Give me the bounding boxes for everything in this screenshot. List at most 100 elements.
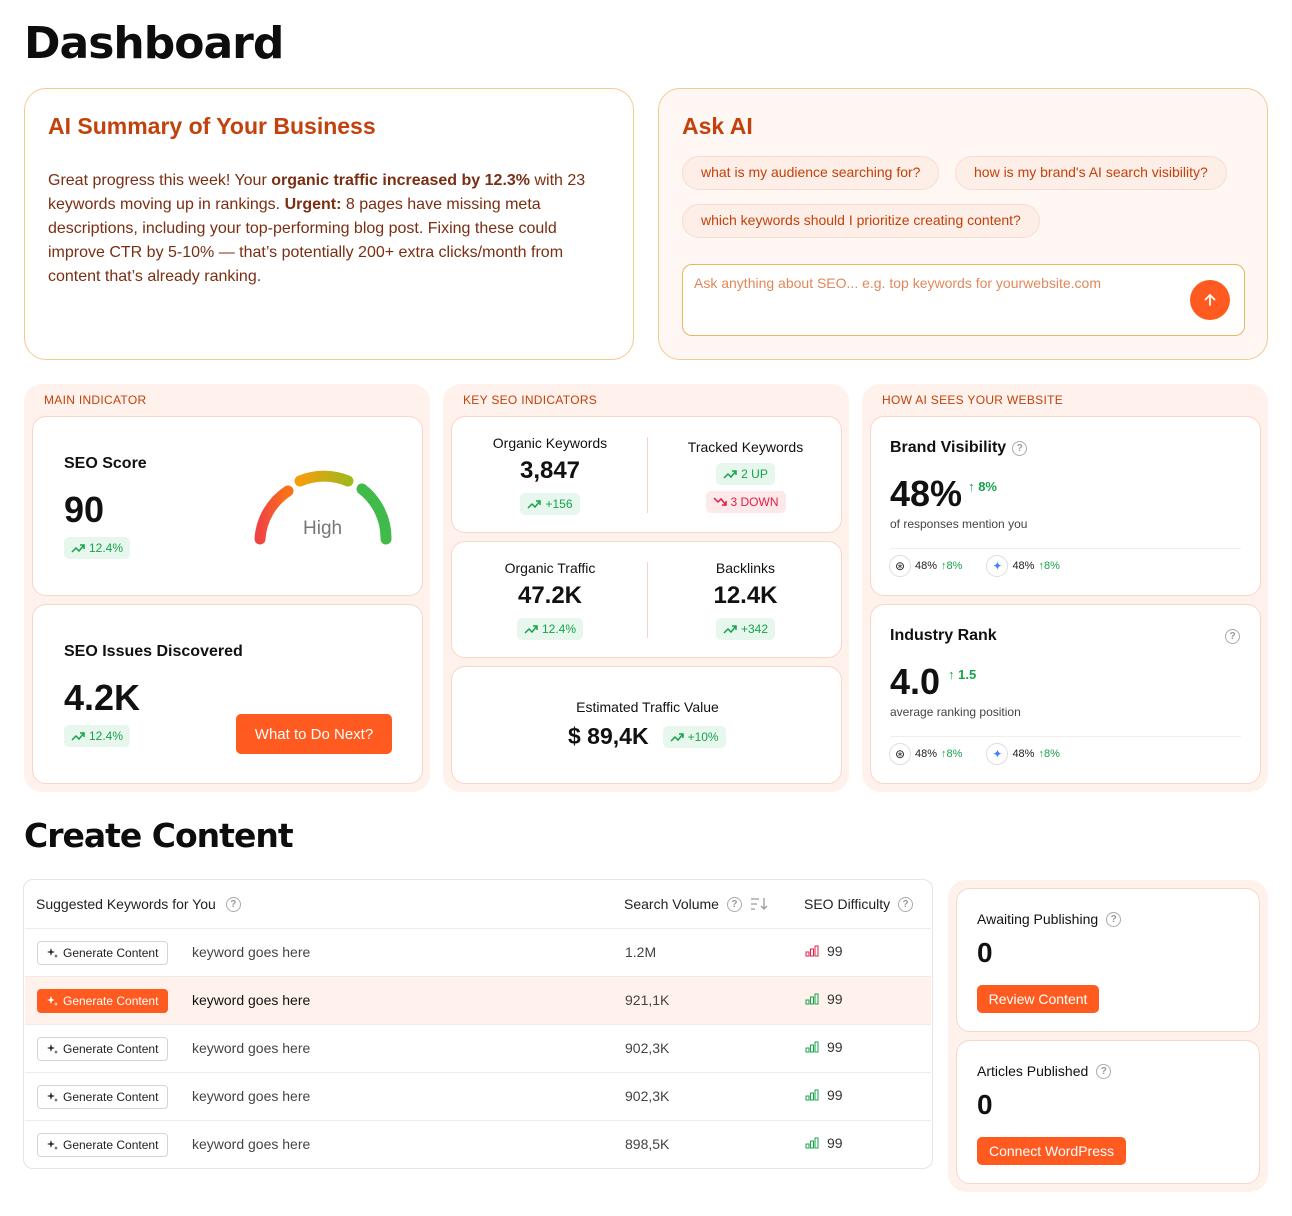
bar-chart-icon bbox=[805, 1041, 819, 1053]
suggestion-chip[interactable]: which keywords should I prioritize creat… bbox=[682, 204, 1040, 238]
industry-rank-card: Industry Rank ? 4.0 ↑ 1.5 average rankin… bbox=[870, 604, 1261, 784]
organic-keywords-label: Organic Keywords bbox=[492, 435, 608, 451]
keywords-table: Suggested Keywords for You? Search Volum… bbox=[23, 879, 933, 1169]
review-content-button[interactable]: Review Content bbox=[977, 985, 1099, 1013]
suggestion-chip[interactable]: how is my brand's AI search visibility? bbox=[955, 156, 1227, 190]
gemini-icon: ✦ bbox=[986, 555, 1009, 577]
industry-rank-sub: average ranking position bbox=[890, 705, 1021, 719]
keyword-text: keyword goes here bbox=[192, 1088, 311, 1104]
table-row[interactable]: Generate Content keyword goes here 898,5K 9… bbox=[25, 1120, 931, 1168]
trend-up-icon bbox=[670, 732, 684, 742]
backlinks-label: Backlinks bbox=[715, 560, 776, 576]
table-row[interactable]: Generate Content keyword goes here 921,1K 9… bbox=[25, 976, 931, 1024]
industry-rank-value: 4.0 bbox=[890, 661, 941, 702]
page-title: Dashboard bbox=[24, 18, 284, 69]
col-header-keywords: Suggested Keywords for You bbox=[36, 896, 216, 912]
col-header-volume[interactable]: Search Volume bbox=[624, 896, 719, 912]
gauge-label: High bbox=[303, 518, 343, 539]
seo-score-label: SEO Score bbox=[64, 455, 147, 472]
seo-difficulty: 99 bbox=[805, 943, 843, 959]
generate-content-button[interactable]: Generate Content bbox=[37, 941, 168, 965]
table-row[interactable]: Generate Content keyword goes here 902,3K 9… bbox=[25, 1024, 931, 1072]
seo-score-card: SEO Score 90 12.4% High bbox=[32, 416, 423, 596]
generate-content-button[interactable]: Generate Content bbox=[37, 1133, 168, 1157]
published-label: Articles Published bbox=[977, 1063, 1089, 1079]
trend-up-icon bbox=[723, 470, 737, 479]
trend-up-icon bbox=[71, 732, 85, 741]
keywords-down-badge: 3 DOWN bbox=[705, 491, 786, 513]
sort-icon[interactable] bbox=[750, 897, 768, 911]
published-value: 0 bbox=[977, 1089, 993, 1120]
ai-summary-title: AI Summary of Your Business bbox=[48, 113, 376, 139]
col-header-difficulty: SEO Difficulty bbox=[804, 896, 891, 912]
key-seo-panel: KEY SEO INDICATORS Organic Keywords 3,84… bbox=[443, 384, 849, 792]
trend-up-icon bbox=[723, 625, 737, 634]
chatgpt-icon: ⊛ bbox=[889, 555, 911, 577]
generate-content-button[interactable]: Generate Content bbox=[37, 989, 168, 1013]
publishing-panel: Awaiting Publishing? 0 Review Content Ar… bbox=[948, 880, 1268, 1192]
ai-summary-card: AI Summary of Your Business Great progre… bbox=[24, 88, 634, 360]
search-volume: 902,3K bbox=[625, 1088, 670, 1104]
sparkle-icon bbox=[47, 1044, 58, 1054]
brand-visibility-card: Brand Visibility ? 48% ↑ 8% of responses… bbox=[870, 416, 1261, 596]
suggestion-chip[interactable]: what is my audience searching for? bbox=[682, 156, 940, 190]
seo-issues-label: SEO Issues Discovered bbox=[64, 643, 243, 660]
what-to-do-next-button[interactable]: What to Do Next? bbox=[236, 714, 392, 754]
sparkle-icon bbox=[47, 996, 58, 1006]
help-icon[interactable]: ? bbox=[726, 896, 742, 912]
search-volume: 898,5K bbox=[625, 1136, 670, 1152]
ask-ai-card: Ask AI what is my audience searching for… bbox=[658, 88, 1268, 360]
traffic-card: Organic Traffic 47.2K 12.4% Backlinks 12… bbox=[451, 541, 842, 658]
bar-chart-icon bbox=[805, 993, 819, 1005]
change-badge: 12.4% bbox=[516, 618, 584, 640]
help-icon[interactable]: ? bbox=[1012, 440, 1028, 456]
keyword-text: keyword goes here bbox=[192, 944, 311, 960]
sparkle-icon bbox=[47, 948, 58, 958]
help-icon[interactable]: ? bbox=[1096, 1063, 1112, 1079]
organic-traffic-value: 47.2K bbox=[517, 582, 583, 609]
search-volume: 1.2M bbox=[625, 944, 657, 960]
ask-ai-placeholder: Ask anything about SEO... e.g. top keywo… bbox=[694, 275, 1101, 291]
send-button[interactable] bbox=[1190, 280, 1230, 320]
awaiting-label: Awaiting Publishing bbox=[977, 911, 1099, 927]
keyword-text: keyword goes here bbox=[192, 992, 311, 1008]
ai-sees-panel: HOW AI SEES YOUR WEBSITE Brand Visibilit… bbox=[862, 384, 1268, 792]
keyword-text: keyword goes here bbox=[192, 1136, 311, 1152]
panel-label: KEY SEO INDICATORS bbox=[463, 393, 598, 407]
change-badge: +10% bbox=[662, 725, 726, 748]
help-icon[interactable]: ? bbox=[1106, 911, 1122, 927]
brand-visibility-value: 48% bbox=[890, 473, 963, 514]
engine-stat: ✦ 48% ↑8% bbox=[986, 743, 1060, 765]
backlinks: Backlinks 12.4K +342 bbox=[648, 560, 843, 640]
engine-stat: ⊛ 48% ↑8% bbox=[889, 555, 962, 577]
backlinks-value: 12.4K bbox=[713, 582, 778, 609]
arrow-up-icon bbox=[1204, 293, 1216, 306]
seo-difficulty: 99 bbox=[805, 1087, 843, 1103]
seo-score-gauge bbox=[254, 470, 392, 545]
tracked-keywords-label: Tracked Keywords bbox=[687, 439, 804, 455]
help-icon[interactable]: ? bbox=[225, 896, 241, 912]
help-icon[interactable]: ? bbox=[1225, 629, 1240, 644]
generate-content-button[interactable]: Generate Content bbox=[37, 1037, 168, 1061]
traffic-value-row: $ 89,4K +10% bbox=[568, 723, 726, 750]
industry-rank-change: ↑ 1.5 bbox=[948, 667, 977, 682]
traffic-value: $ 89,4K bbox=[568, 723, 649, 749]
ask-ai-input[interactable]: Ask anything about SEO... e.g. top keywo… bbox=[682, 264, 1245, 336]
table-row[interactable]: Generate Content keyword goes here 1.2M 99 bbox=[25, 928, 931, 976]
connect-wordpress-button[interactable]: Connect WordPress bbox=[977, 1137, 1126, 1165]
search-volume: 921,1K bbox=[625, 992, 670, 1008]
seo-issues-value: 4.2K bbox=[64, 677, 141, 718]
seo-score-value: 90 bbox=[64, 489, 105, 530]
panel-label: HOW AI SEES YOUR WEBSITE bbox=[882, 393, 1064, 407]
help-icon[interactable]: ? bbox=[898, 896, 914, 912]
organic-traffic-label: Organic Traffic bbox=[504, 560, 596, 576]
trend-down-icon bbox=[712, 497, 727, 506]
gemini-icon: ✦ bbox=[986, 743, 1009, 765]
trend-up-icon bbox=[524, 625, 538, 634]
table-row[interactable]: Generate Content keyword goes here 902,3K 9… bbox=[25, 1072, 931, 1120]
tracked-keywords: Tracked Keywords 2 UP 3 DOWN bbox=[648, 439, 843, 513]
panel-label: MAIN INDICATOR bbox=[44, 393, 147, 407]
generate-content-button[interactable]: Generate Content bbox=[37, 1085, 168, 1109]
brand-visibility-sub: of responses mention you bbox=[890, 517, 1028, 531]
bar-chart-icon bbox=[805, 1137, 819, 1149]
